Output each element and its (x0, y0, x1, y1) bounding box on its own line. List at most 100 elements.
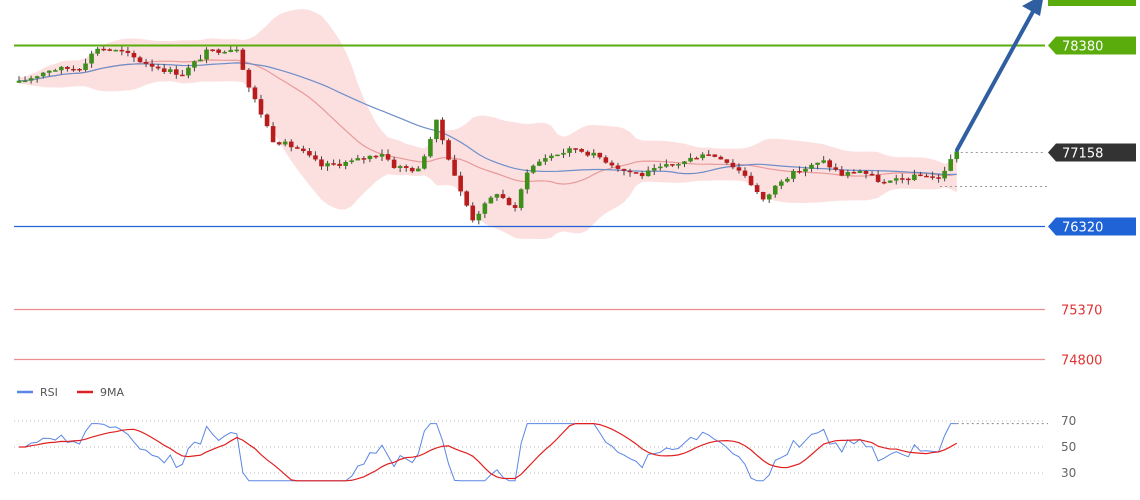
candle-body (119, 49, 125, 52)
candle-body (422, 156, 427, 169)
candle-body (736, 167, 742, 171)
candle-body (494, 194, 500, 198)
candle-body (276, 142, 282, 145)
candle-body (609, 162, 615, 166)
candle-body (512, 205, 518, 208)
candle-body (875, 174, 881, 182)
candle-body (46, 70, 52, 73)
candle-body (440, 119, 445, 141)
candle-body (367, 155, 373, 160)
candle-body (815, 162, 820, 165)
candle-body (603, 157, 609, 163)
candle-body (779, 181, 784, 186)
candle-body (446, 140, 451, 160)
candle-body (803, 168, 808, 172)
candle-body (621, 168, 627, 171)
level-label-76320: 76320 (1062, 221, 1103, 236)
candle-body (428, 139, 433, 157)
candle-body (113, 49, 119, 52)
candle-body (210, 49, 215, 52)
candle-body (530, 165, 536, 173)
candle-body (125, 50, 131, 53)
candle-body (924, 175, 929, 178)
candle-body (742, 170, 748, 176)
level-label-75370: 75370 (1061, 304, 1102, 319)
candle-body (639, 172, 645, 177)
candle-body (506, 197, 512, 206)
rsi-tick-70: 70 (1061, 414, 1076, 428)
candle-body (131, 52, 137, 58)
level-label-74800: 74800 (1061, 354, 1102, 369)
candle-body (343, 161, 348, 166)
candle-body (500, 194, 506, 198)
candle-body (482, 203, 488, 214)
candle-body (59, 66, 64, 71)
candle-body (234, 49, 240, 52)
candle-body (524, 172, 530, 190)
candle-body (385, 154, 391, 160)
candle-body (785, 178, 790, 182)
candle-body (760, 192, 766, 200)
candle-body (258, 99, 264, 115)
rsi-ma-line (18, 423, 958, 482)
candle-body (240, 49, 246, 70)
candle-body (95, 48, 100, 54)
candle-body (791, 170, 796, 179)
candle-body (137, 57, 143, 62)
candle-body (869, 173, 875, 176)
candle-body (101, 48, 106, 51)
candle-body (107, 49, 113, 51)
level-badge-77158 (1048, 143, 1136, 162)
trend-arrow-shaft (955, 6, 1037, 152)
level-badge-78380 (1048, 36, 1136, 55)
candle-body (416, 168, 421, 172)
candle-body (34, 76, 40, 79)
bollinger-band-fill (19, 8, 957, 239)
candle-body (537, 161, 542, 166)
candle-body (567, 148, 572, 153)
candle-body (682, 161, 687, 165)
level-label-77158: 77158 (1062, 147, 1103, 162)
candle-body (373, 155, 379, 158)
candle-body (397, 166, 403, 168)
candle-body (355, 158, 361, 161)
candle-body (857, 170, 863, 173)
candle-body (573, 148, 578, 150)
candle-body (651, 168, 657, 171)
candle-body (627, 170, 633, 173)
candle-body (748, 175, 754, 186)
candle-body (518, 189, 524, 208)
candle-body (954, 151, 960, 160)
candle-body (16, 80, 22, 83)
candle-body (821, 160, 826, 163)
candle-body (403, 166, 409, 168)
candle-body (488, 197, 494, 204)
candle-body (228, 49, 234, 52)
candle-body (143, 61, 149, 64)
candle-body (246, 69, 252, 88)
candle-body (664, 164, 669, 167)
candle-body (597, 152, 603, 158)
candle-body (797, 170, 802, 173)
candle-body (458, 175, 463, 192)
rsi-tick-30: 30 (1061, 466, 1076, 480)
candle-body (476, 213, 482, 221)
candle-body (337, 163, 342, 166)
candle-body (349, 160, 355, 162)
candle-body (851, 172, 857, 174)
candle-body (591, 152, 597, 156)
candle-body (906, 178, 911, 181)
candle-body (186, 67, 191, 76)
candle-body (295, 147, 300, 149)
candle-body (718, 156, 724, 160)
candle-body (754, 185, 760, 193)
candle-body (325, 163, 330, 167)
candle-body (192, 61, 197, 68)
candle-body (22, 80, 28, 83)
trend-arrow-head (1022, 0, 1043, 16)
candle-body (331, 163, 336, 165)
candle-body (89, 53, 94, 64)
candle-body (470, 205, 476, 221)
candle-body (319, 159, 324, 167)
